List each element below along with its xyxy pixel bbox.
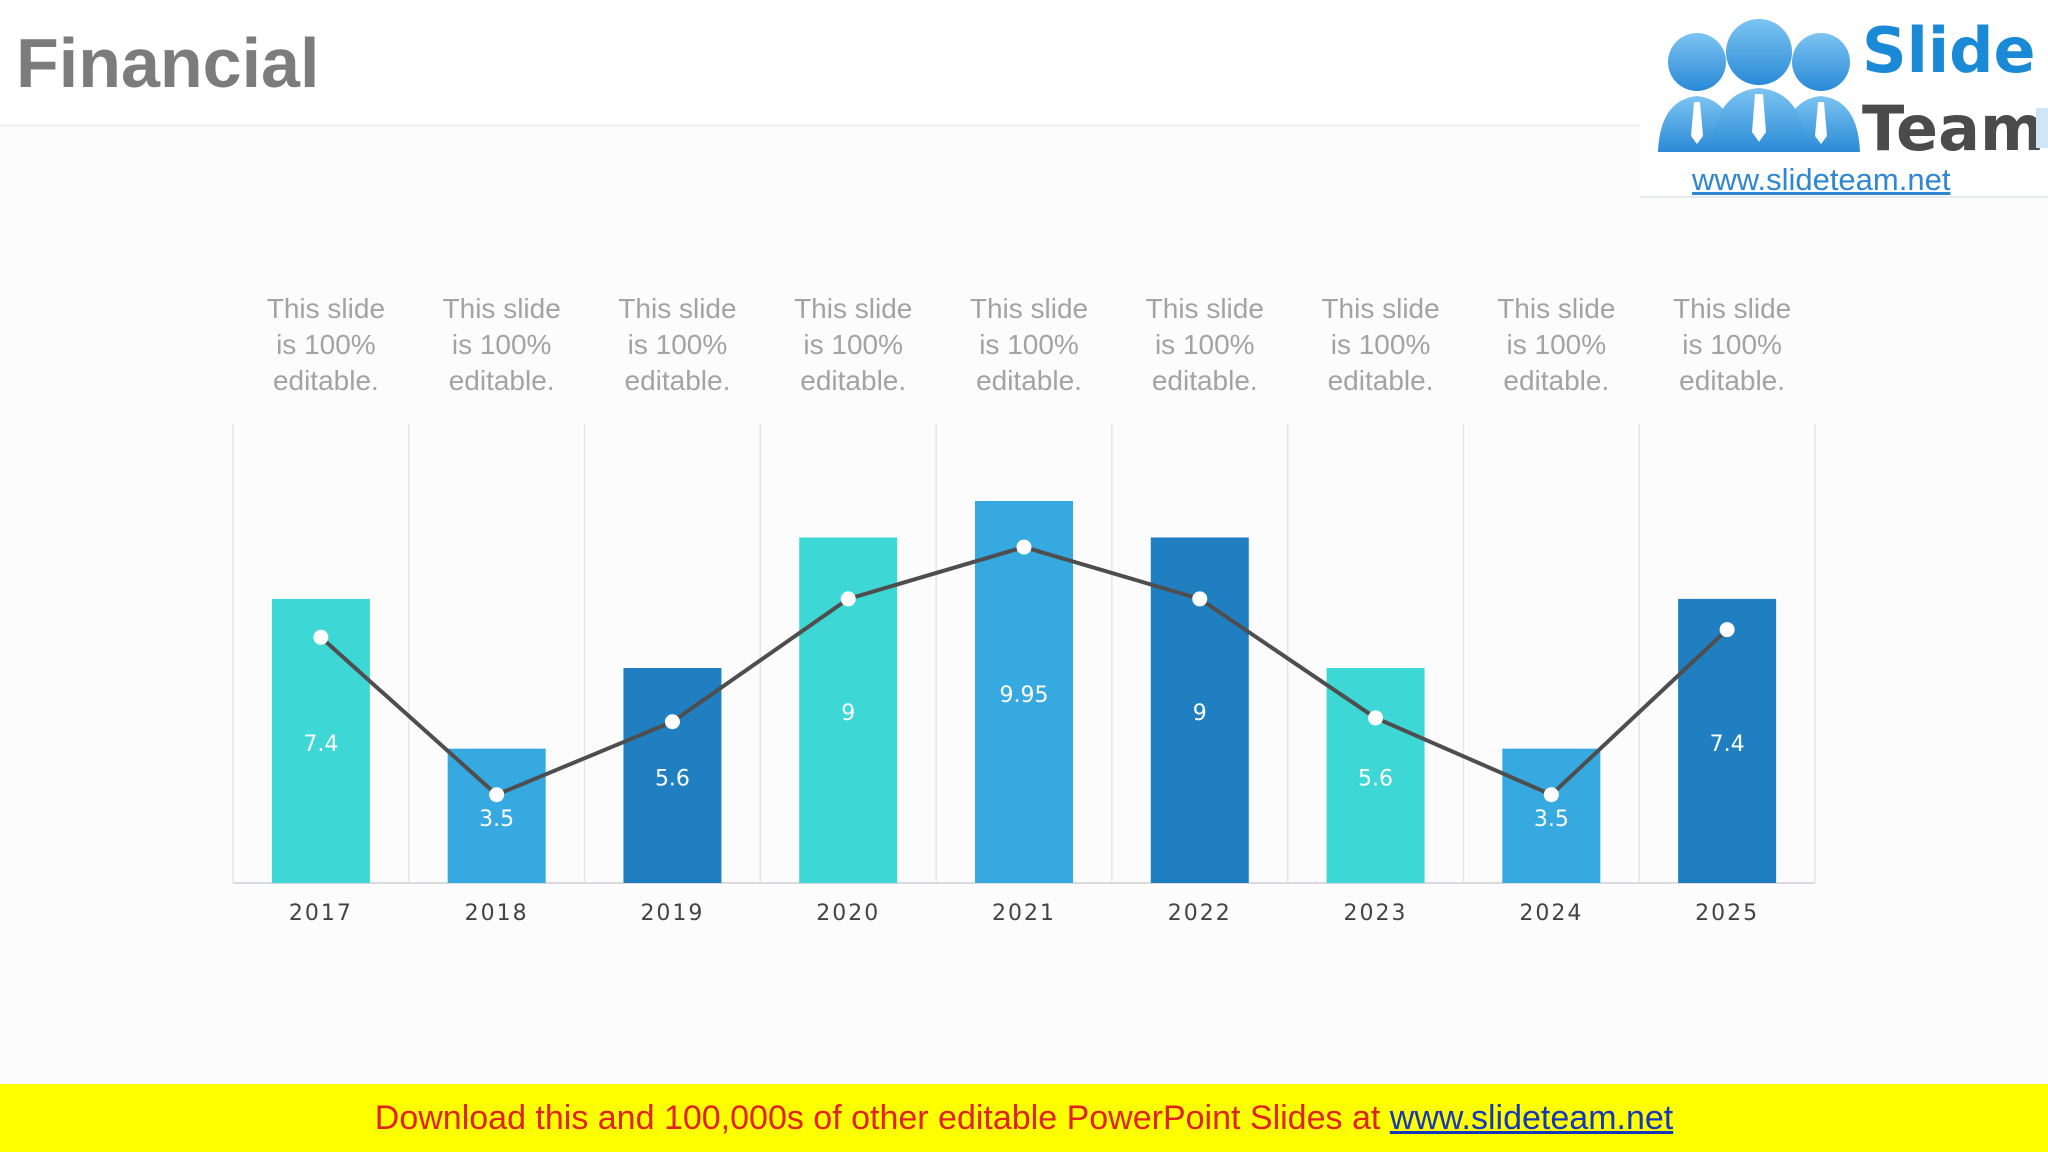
column-note-line: is 100% <box>803 329 903 360</box>
column-note-line: editable. <box>1328 365 1434 396</box>
column-note-line: editable. <box>800 365 906 396</box>
bar-value-label: 5.6 <box>1358 767 1393 792</box>
column-note-line: editable. <box>976 365 1082 396</box>
x-tick-label: 2019 <box>640 901 704 926</box>
trend-line-marker <box>1368 710 1384 726</box>
column-note-line: is 100% <box>452 329 552 360</box>
logo-edge-accent <box>2036 108 2048 148</box>
download-banner[interactable]: Download this and 100,000s of other edit… <box>0 1084 2048 1152</box>
trend-line-marker <box>840 591 856 607</box>
bar-2021 <box>975 501 1073 883</box>
download-banner-text: Download this and 100,000s of other edit… <box>374 1099 1390 1137</box>
column-note: This slide is 100% editable. <box>794 293 912 396</box>
column-note-line: is 100% <box>1507 329 1607 360</box>
column-note-line: is 100% <box>1331 329 1431 360</box>
column-note-line: editable. <box>1152 365 1258 396</box>
column-note-line: This slide <box>1321 293 1439 324</box>
bar-value-label: 9 <box>1193 701 1207 726</box>
bar-2019 <box>623 668 722 883</box>
x-tick-label: 2020 <box>816 901 880 926</box>
column-note: This slide is 100% editable. <box>267 293 385 396</box>
bar-2018 <box>447 748 546 883</box>
column-note-line: This slide <box>794 293 912 324</box>
slideteam-logo[interactable]: Slide Team www.slideteam.net <box>1640 0 2048 198</box>
column-note-line: This slide <box>267 293 385 324</box>
slide-title: Financial <box>16 24 320 102</box>
column-note: This slide is 100% editable. <box>1673 293 1791 396</box>
column-note-line: This slide <box>1146 293 1264 324</box>
column-note-line: editable. <box>1679 365 1785 396</box>
x-tick-label: 2023 <box>1344 901 1408 926</box>
trend-line-marker <box>313 629 329 645</box>
trend-line-marker <box>1543 787 1559 803</box>
x-tick-label: 2018 <box>465 901 529 926</box>
column-note-line: editable. <box>625 365 731 396</box>
x-tick-label: 2022 <box>1168 901 1232 926</box>
column-note-line: editable. <box>449 365 555 396</box>
logo-word-slide: Slide <box>1862 14 2036 87</box>
bar-2023 <box>1326 668 1425 883</box>
x-tick-label: 2025 <box>1695 901 1759 926</box>
trend-line-marker <box>1719 622 1735 638</box>
column-note-line: This slide <box>1673 293 1791 324</box>
column-note-line: is 100% <box>276 329 376 360</box>
x-tick-label: 2017 <box>289 901 353 926</box>
bar-2024 <box>1502 748 1601 883</box>
bar-value-label: 9.95 <box>1000 683 1049 708</box>
bar-value-label: 9 <box>841 701 855 726</box>
x-tick-label: 2021 <box>992 901 1056 926</box>
bar-value-label: 7.4 <box>303 732 338 757</box>
trend-line-marker <box>664 714 680 730</box>
trend-line-marker <box>1016 539 1032 555</box>
column-note: This slide is 100% editable. <box>970 293 1088 396</box>
trend-line-marker <box>489 787 505 803</box>
x-tick-label: 2024 <box>1519 901 1583 926</box>
column-note: This slide is 100% editable. <box>1497 293 1615 396</box>
trend-line-marker <box>1192 591 1208 607</box>
bar-line-chart: This slide is 100% editable. 7.4 2017 This sl… <box>232 293 1816 926</box>
people-group-icon <box>1658 19 1860 152</box>
column-note-line: editable. <box>1503 365 1609 396</box>
column-note-line: is 100% <box>979 329 1079 360</box>
bar-value-label: 3.5 <box>479 807 514 832</box>
bar-value-label: 5.6 <box>655 767 690 792</box>
column-note-line: is 100% <box>628 329 728 360</box>
column-note: This slide is 100% editable. <box>1146 293 1264 396</box>
logo-word-team: Team <box>1862 92 2045 165</box>
download-banner-link[interactable]: www.slideteam.net <box>1389 1099 1674 1137</box>
column-note-line: This slide <box>443 293 561 324</box>
column-note-line: is 100% <box>1155 329 1255 360</box>
column-note: This slide is 100% editable. <box>618 293 736 396</box>
bar-2017 <box>271 598 370 883</box>
bar-value-label: 3.5 <box>1534 807 1569 832</box>
column-note-line: editable. <box>273 365 379 396</box>
column-note-line: This slide <box>618 293 736 324</box>
column-note-line: This slide <box>970 293 1088 324</box>
column-note: This slide is 100% editable. <box>1321 293 1439 396</box>
logo-url-link[interactable]: www.slideteam.net <box>1692 162 1951 197</box>
bar-value-label: 7.4 <box>1710 732 1745 757</box>
column-note-line: This slide <box>1497 293 1615 324</box>
column-note-line: is 100% <box>1682 329 1782 360</box>
column-note: This slide is 100% editable. <box>443 293 561 396</box>
bar-2025 <box>1678 598 1777 883</box>
